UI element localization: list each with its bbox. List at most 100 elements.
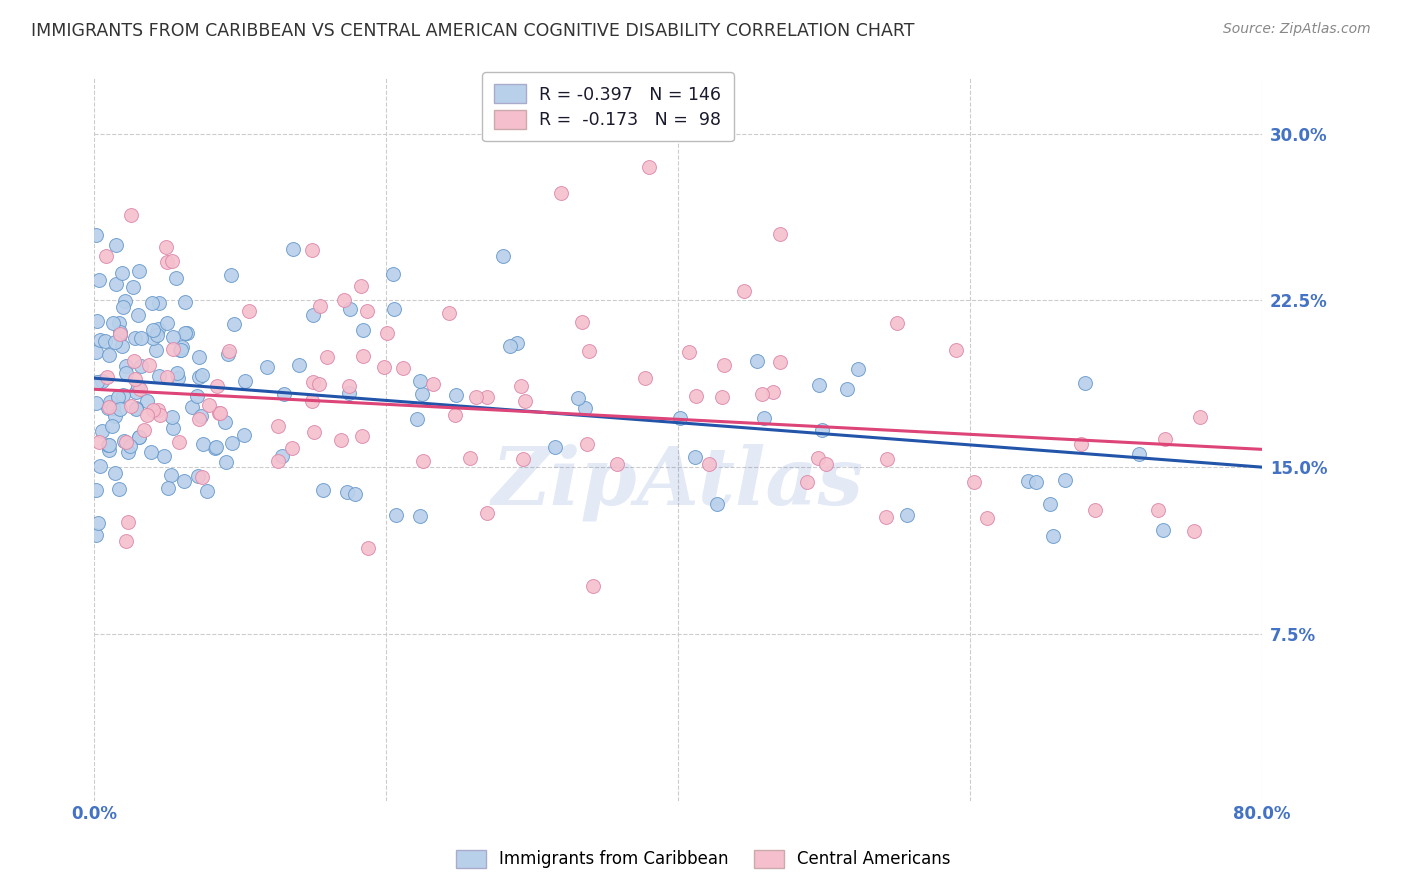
Point [180, 401, 202, 415]
Point [97, 438, 120, 452]
Point [437, 306, 460, 320]
Point [475, 506, 498, 520]
Point [352, 429, 374, 443]
Point [1128, 447, 1150, 461]
Point [114, 293, 136, 308]
Point [221, 436, 243, 450]
Text: ZipAtlas: ZipAtlas [492, 444, 863, 522]
Point [149, 408, 172, 422]
Point [218, 344, 240, 359]
Point [117, 445, 139, 459]
Point [215, 455, 238, 469]
Point [145, 343, 167, 357]
Point [98, 348, 121, 362]
Point [156, 316, 179, 330]
Point [170, 340, 193, 354]
Point [575, 436, 598, 450]
Point [101, 316, 124, 330]
Point [409, 374, 432, 388]
Point [139, 445, 162, 459]
Point [103, 467, 125, 481]
Point [115, 534, 138, 549]
Point [333, 293, 356, 307]
Point [214, 415, 236, 429]
Point [104, 334, 127, 349]
Point [634, 371, 657, 385]
Point [162, 342, 184, 356]
Point [108, 402, 131, 417]
Point [122, 354, 145, 368]
Point [108, 325, 131, 339]
Point [190, 368, 212, 382]
Point [114, 435, 136, 450]
Point [124, 401, 146, 416]
Point [170, 343, 193, 358]
Point [330, 434, 353, 448]
Point [84, 227, 107, 242]
Point [382, 301, 405, 316]
Point [352, 323, 374, 337]
Point [1153, 432, 1175, 446]
Point [91, 374, 114, 388]
Point [108, 483, 131, 497]
Point [411, 387, 433, 401]
Point [422, 376, 444, 391]
Point [208, 405, 231, 419]
Point [108, 326, 131, 341]
Point [156, 481, 179, 495]
Point [115, 359, 138, 374]
Point [356, 303, 378, 318]
Point [375, 326, 398, 340]
Point [129, 331, 152, 345]
Point [512, 451, 534, 466]
Point [713, 358, 735, 372]
Point [112, 434, 135, 448]
Point [412, 454, 434, 468]
Point [84, 528, 107, 542]
Point [886, 316, 908, 330]
Point [685, 389, 707, 403]
Point [89, 459, 111, 474]
Point [685, 450, 707, 465]
Point [301, 243, 323, 257]
Point [301, 394, 323, 409]
Point [176, 326, 198, 340]
Point [174, 294, 197, 309]
Point [697, 457, 720, 471]
Point [187, 350, 209, 364]
Point [162, 253, 184, 268]
Point [256, 359, 278, 374]
Point [124, 330, 146, 344]
Point [409, 508, 432, 523]
Point [148, 368, 170, 383]
Point [169, 343, 191, 357]
Point [104, 409, 127, 424]
Point [187, 469, 209, 483]
Point [385, 508, 408, 522]
Point [86, 376, 108, 390]
Point [281, 442, 304, 456]
Point [350, 278, 373, 293]
Point [124, 372, 146, 386]
Point [846, 362, 869, 376]
Point [127, 308, 149, 322]
Point [131, 359, 153, 373]
Point [1039, 497, 1062, 511]
Point [876, 451, 898, 466]
Point [754, 411, 776, 425]
Point [100, 419, 122, 434]
Point [195, 483, 218, 498]
Point [567, 391, 589, 405]
Point [186, 389, 208, 403]
Point [108, 328, 131, 343]
Point [96, 401, 118, 415]
Point [373, 360, 395, 375]
Point [142, 323, 165, 337]
Point [336, 485, 359, 500]
Point [160, 409, 183, 424]
Point [733, 285, 755, 299]
Point [1042, 529, 1064, 543]
Point [1084, 502, 1107, 516]
Point [89, 273, 111, 287]
Point [129, 382, 152, 396]
